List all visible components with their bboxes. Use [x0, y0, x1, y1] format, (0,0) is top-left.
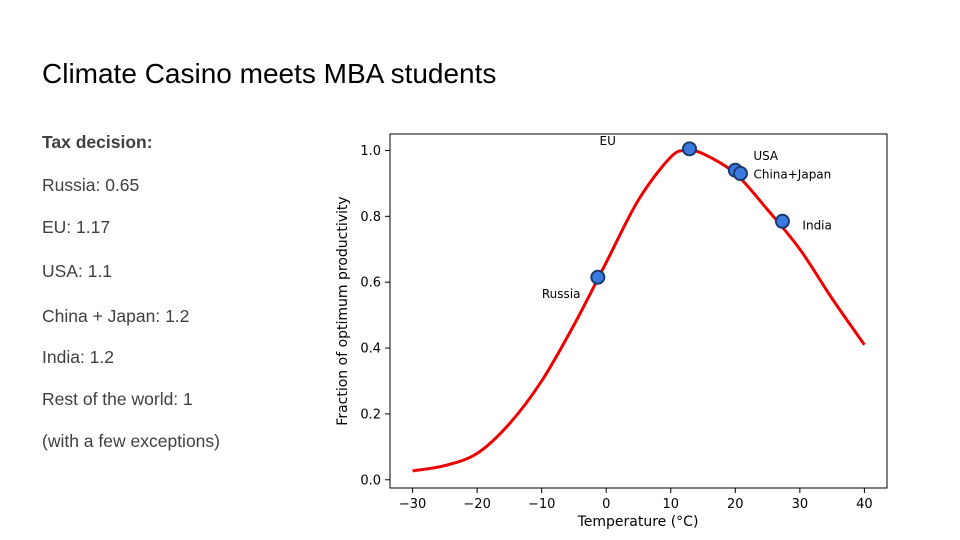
data-point-label-eu: EU	[599, 134, 615, 148]
y-tick-label: 0.8	[360, 210, 381, 225]
x-tick-label: −10	[528, 497, 555, 512]
x-tick-label: −20	[463, 497, 490, 512]
y-tick-label: 1.0	[360, 144, 381, 159]
slide-title: Climate Casino meets MBA students	[42, 58, 497, 89]
y-tick-label: 0.0	[360, 473, 381, 488]
data-point-russia	[590, 269, 606, 285]
x-tick-label: 40	[856, 497, 873, 512]
tax-decision-heading: Tax decision:	[42, 132, 153, 152]
data-point-china-japan	[732, 166, 748, 182]
y-tick-label: 0.6	[360, 276, 381, 291]
x-tick-label: 0	[602, 497, 610, 512]
data-point-label-usa: USA	[753, 149, 779, 163]
x-tick-label: 30	[792, 497, 809, 512]
tax-line-eu: EU: 1.17	[42, 217, 111, 237]
data-point-eu	[681, 141, 697, 157]
tax-line-china-japan: China + Japan: 1.2	[42, 306, 190, 326]
tax-line-russia: Russia: 0.65	[42, 175, 140, 195]
y-tick-label: 0.4	[360, 342, 381, 357]
tax-line-exceptions: (with a few exceptions)	[42, 431, 220, 451]
data-point-label-china-japan: China+Japan	[753, 168, 831, 182]
data-point-label-india: India	[802, 218, 831, 232]
data-point-india	[774, 213, 790, 229]
x-axis-label: Temperature (°C)	[577, 514, 699, 530]
x-tick-label: 10	[662, 497, 679, 512]
plot-frame	[389, 133, 888, 489]
tax-line-rest-of-world: Rest of the world: 1	[42, 389, 193, 409]
productivity-chart: Russia EU USA China+Japan India −30 −20 −10 0 10…	[335, 133, 888, 530]
x-tick-label: 20	[727, 497, 744, 512]
x-tick-label: −30	[399, 497, 426, 512]
data-point-label-russia: Russia	[542, 287, 581, 301]
productivity-curve	[412, 148, 866, 473]
tax-line-india: India: 1.2	[42, 347, 114, 367]
y-axis-label: Fraction of optimum productivity	[335, 196, 351, 425]
y-tick-label: 0.2	[360, 407, 381, 422]
tax-line-usa: USA: 1.1	[42, 261, 113, 281]
